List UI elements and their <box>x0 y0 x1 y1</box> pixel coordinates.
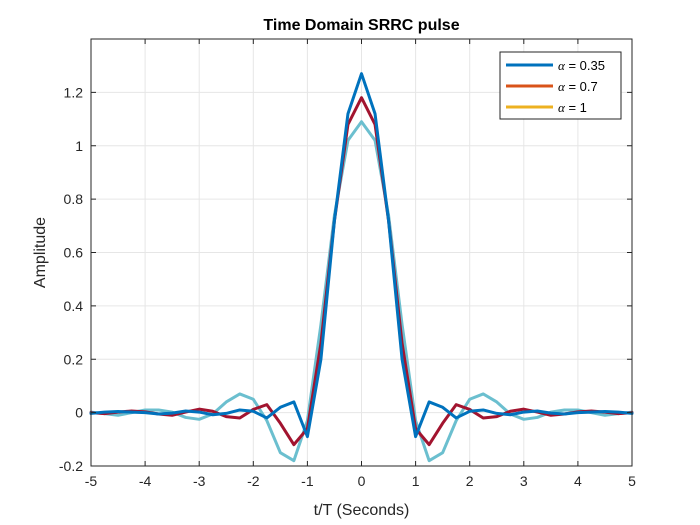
x-tick-label: -5 <box>85 473 98 489</box>
x-tick-label: -1 <box>301 473 314 489</box>
series-line-3 <box>89 72 634 439</box>
legend-alpha-symbol: α <box>558 79 566 94</box>
y-axis-label: Amplitude <box>32 217 49 288</box>
legend-entry-label: α = 0.7 <box>558 79 598 94</box>
series-line-1 <box>89 120 634 463</box>
y-tick-label: 0.8 <box>64 191 84 207</box>
series-lines <box>89 72 634 463</box>
chart-title: Time Domain SRRC pulse <box>263 17 459 34</box>
x-tick-label: -3 <box>193 473 206 489</box>
x-tick-label: 5 <box>628 473 636 489</box>
y-tick-label: -0.2 <box>59 458 83 474</box>
legend-alpha-symbol: α <box>558 100 566 115</box>
y-tick-label: 0 <box>75 405 83 421</box>
legend-value-text: = 1 <box>565 100 587 115</box>
legend-alpha-symbol: α <box>558 58 566 73</box>
x-tick-label: 1 <box>412 473 420 489</box>
x-tick-label: 4 <box>574 473 582 489</box>
legend: α = 0.35α = 0.7α = 1 <box>499 51 622 120</box>
legend-value-text: = 0.35 <box>565 58 605 73</box>
y-tick-label: 0.4 <box>64 298 84 314</box>
x-tick-label: -4 <box>139 473 152 489</box>
y-tick-label: 1.2 <box>64 84 84 100</box>
x-tick-label: 2 <box>466 473 474 489</box>
x-tick-label: -2 <box>247 473 260 489</box>
x-tick-label: 0 <box>358 473 366 489</box>
y-tick-label: 0.2 <box>64 351 84 367</box>
y-tick-label: 1 <box>75 138 83 154</box>
legend-entry-label: α = 0.35 <box>558 58 605 73</box>
legend-value-text: = 0.7 <box>565 79 598 94</box>
x-tick-label: 3 <box>520 473 528 489</box>
x-axis-label: t/T (Seconds) <box>314 502 410 519</box>
ticks: -5 -4 -3 -2 -1 0 1 2 3 4 5 -0.2 0 0.2 0.4 0.6 0.8 1 1.2 <box>59 39 636 489</box>
y-tick-label: 0.6 <box>64 245 84 261</box>
legend-entry-label: α = 1 <box>558 100 587 115</box>
